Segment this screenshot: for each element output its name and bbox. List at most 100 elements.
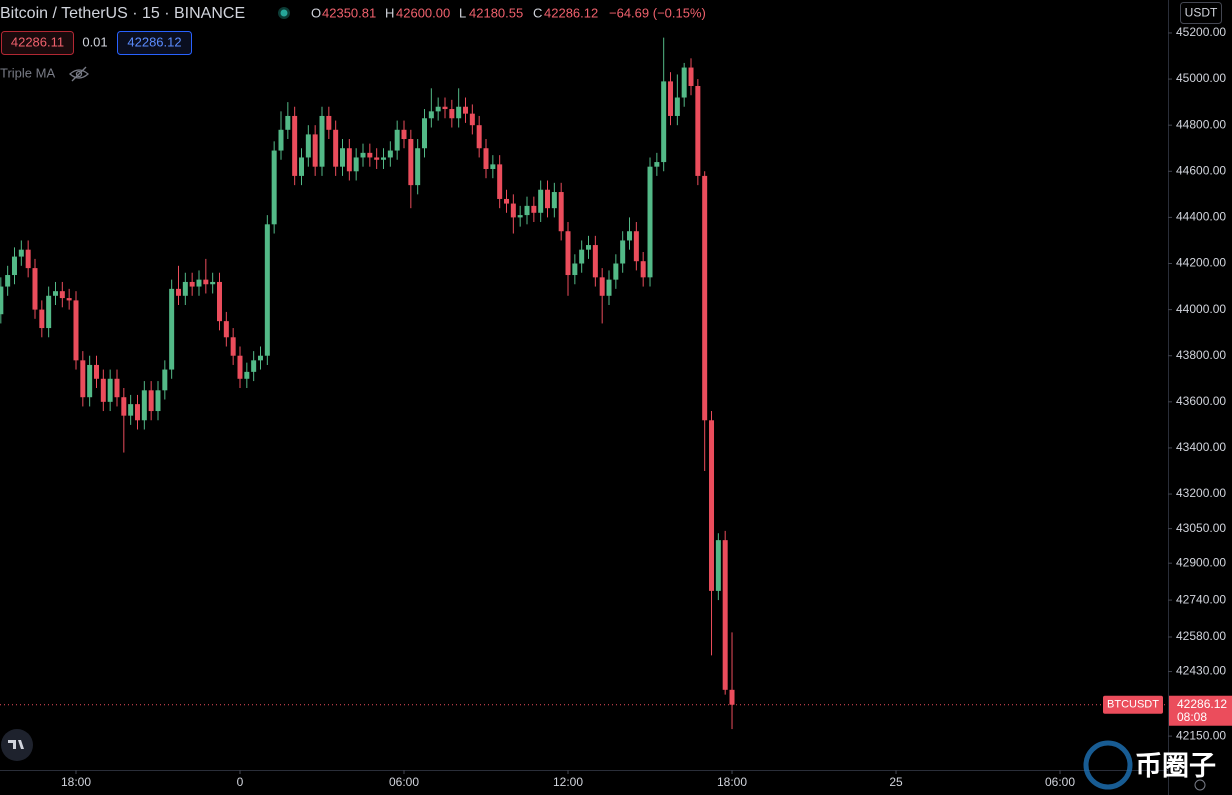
hide-icon[interactable]: [69, 66, 89, 82]
y-tick-label: 42900.00: [1176, 555, 1226, 569]
close-value: 42286.12: [544, 5, 598, 20]
candle-body: [654, 162, 660, 167]
candle-body: [18, 249, 24, 257]
candle-body: [387, 150, 393, 158]
buy-button[interactable]: [117, 31, 192, 55]
y-tick-label: 43600.00: [1176, 394, 1226, 408]
candle-body: [586, 245, 592, 250]
candle-body: [360, 152, 366, 158]
candle-body: [305, 134, 311, 158]
candle-body: [428, 111, 434, 119]
candle-body: [271, 150, 277, 225]
candle-body: [517, 215, 523, 218]
y-tick-label: 44400.00: [1176, 210, 1226, 224]
candle-body: [340, 148, 346, 167]
close-label: C: [533, 5, 542, 20]
high-value: 42600.00: [396, 5, 450, 20]
candle-body: [394, 129, 400, 151]
candle-body: [551, 192, 557, 209]
candle-body: [155, 390, 161, 412]
candle-body: [39, 309, 45, 329]
candle-body: [298, 157, 304, 176]
high-label: H: [385, 5, 394, 20]
tv-logo[interactable]: [1, 729, 33, 761]
x-tick-label: 06:00: [389, 775, 419, 789]
candle-body: [285, 115, 291, 130]
watermark-text: 币圈子: [1135, 751, 1216, 781]
candle-body: [5, 275, 11, 287]
candle-body: [46, 295, 52, 329]
candle-body: [367, 152, 373, 158]
candle-body: [59, 291, 65, 299]
candle-body: [52, 291, 58, 296]
candle-body: [93, 364, 99, 379]
candle-body: [565, 231, 571, 276]
change-value: −64.69 (−0.15%): [609, 5, 706, 20]
candle-body: [73, 300, 79, 361]
x-tick-label: 06:00: [1045, 775, 1075, 789]
candle-body: [709, 420, 715, 591]
candle-body: [592, 245, 598, 278]
candle-body: [640, 261, 646, 278]
candle-body: [216, 281, 222, 322]
candle-body: [189, 281, 195, 287]
y-tick-label: 44800.00: [1176, 117, 1226, 131]
candle-body: [182, 281, 188, 296]
candle-body: [333, 129, 339, 167]
y-tick-label: 44200.00: [1176, 256, 1226, 270]
settings-icon[interactable]: [1194, 779, 1206, 791]
indicator-name: Triple MA: [0, 65, 55, 80]
y-tick-label: 42150.00: [1176, 728, 1226, 742]
currency-button[interactable]: [1180, 2, 1222, 24]
candle-body: [504, 198, 510, 204]
candle-body: [264, 224, 270, 356]
candle-body: [210, 281, 216, 285]
candle-body: [606, 279, 612, 296]
y-tick-label: 43400.00: [1176, 440, 1226, 454]
y-tick-label: 45200.00: [1176, 25, 1226, 39]
price-badge-countdown: 08:08: [1177, 710, 1207, 724]
candle-body: [121, 397, 127, 416]
buy-price: 42286.12: [127, 34, 181, 49]
candle-body: [141, 390, 147, 421]
candle-body: [497, 164, 503, 199]
candle-body: [688, 67, 694, 86]
open-label: O: [311, 5, 321, 20]
candle-body: [257, 355, 263, 361]
candle-body: [107, 378, 113, 402]
candle-body: [237, 355, 243, 379]
candle-body: [196, 279, 202, 287]
symbol-title: Bitcoin / TetherUS · 15 · BINANCE: [0, 5, 245, 22]
candle-body: [613, 263, 619, 280]
candle-body: [326, 115, 332, 130]
y-tick-label: 44000.00: [1176, 302, 1226, 316]
y-tick-label: 45000.00: [1176, 71, 1226, 85]
candle-body: [0, 286, 4, 315]
low-value: 42180.55: [469, 5, 523, 20]
candle-body: [292, 115, 298, 176]
candle-body: [353, 157, 359, 172]
candle-body: [538, 189, 544, 213]
candle-body: [203, 279, 209, 285]
candle-body: [647, 166, 653, 278]
candle-body: [483, 148, 489, 169]
candle-body: [408, 139, 414, 186]
sell-button[interactable]: [1, 31, 74, 55]
candle-body: [449, 109, 455, 119]
candle-body: [148, 390, 154, 412]
x-tick-label: 0: [237, 775, 244, 789]
sell-price: 42286.11: [11, 34, 64, 49]
candle-body: [134, 404, 140, 421]
candle-body: [80, 360, 86, 398]
candle-body: [312, 134, 318, 167]
candle-body: [674, 97, 680, 116]
candle-body: [87, 364, 93, 398]
candle-body: [627, 231, 633, 241]
open-value: 42350.81: [322, 5, 376, 20]
x-tick-label: 12:00: [553, 775, 583, 789]
candle-body: [558, 192, 564, 232]
candle-body: [456, 106, 462, 119]
